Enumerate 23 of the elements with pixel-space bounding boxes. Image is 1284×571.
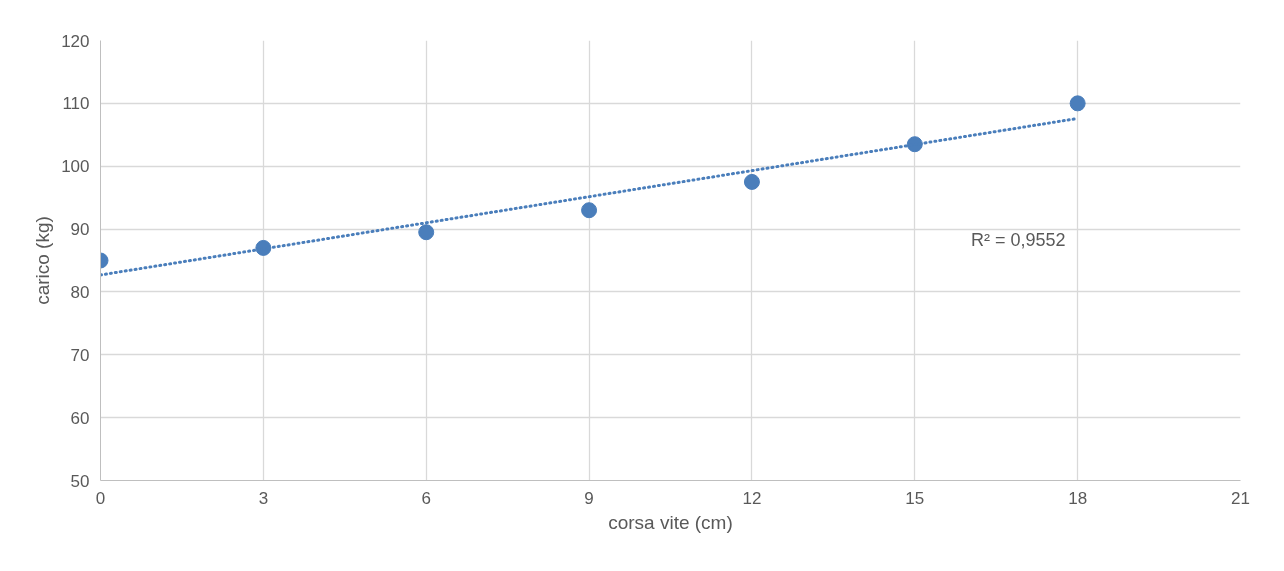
y-tick-label: 70	[70, 345, 90, 365]
point	[743, 173, 760, 190]
y-tick-label: 90	[70, 220, 90, 240]
x-tick-label: 18	[1068, 488, 1088, 508]
y-tick-label: 100	[61, 157, 90, 177]
x-tick-label: 0	[95, 488, 106, 508]
point	[1069, 95, 1086, 112]
x-tick-label: 15	[905, 488, 925, 508]
y-tick-label: 80	[70, 282, 90, 302]
x-tick-label: 6	[421, 488, 431, 508]
x-tick-label: 21	[1231, 488, 1250, 508]
y-tick-label: 60	[70, 408, 90, 428]
y-axis-title: carico (kg)	[32, 216, 54, 305]
y-tick-label: 110	[62, 94, 90, 114]
x-axis-title: corsa vite (cm)	[608, 511, 733, 533]
y-tick-label: 120	[61, 31, 90, 51]
point	[581, 202, 598, 219]
x-tick-label: 12	[742, 488, 762, 508]
annotation: R² = 0,9552	[970, 229, 1066, 250]
x-tick-label: 3	[258, 488, 269, 508]
y-tick-label: 50	[70, 471, 90, 491]
x-tick-label: 9	[584, 488, 594, 508]
point	[418, 224, 435, 241]
